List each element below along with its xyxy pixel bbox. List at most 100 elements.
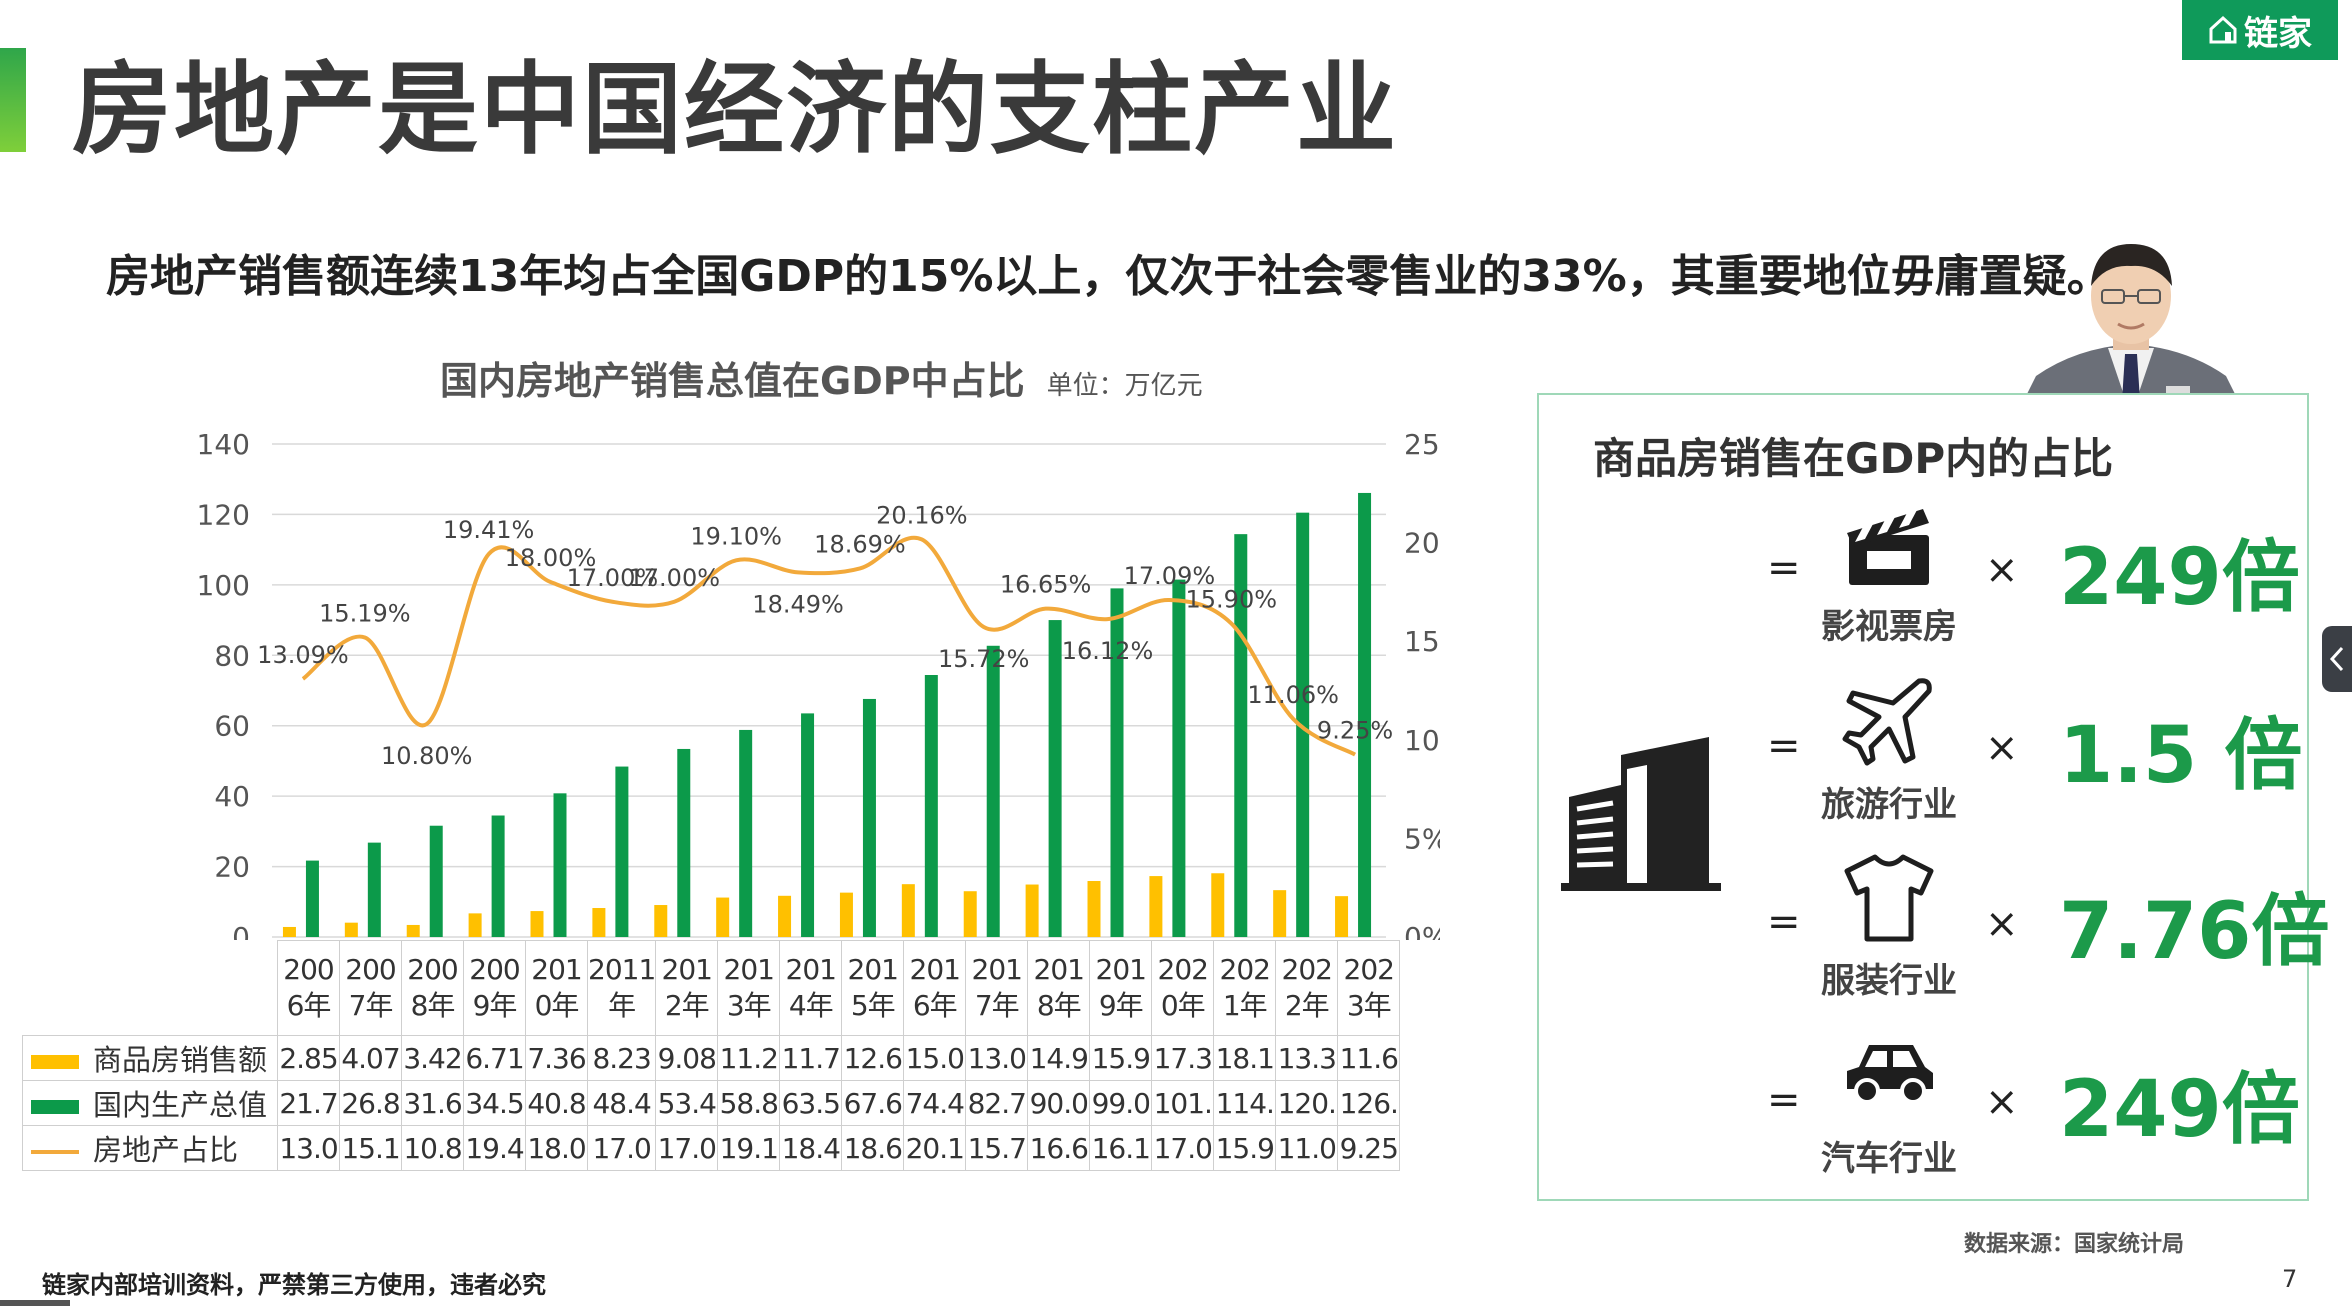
multiplier-apparel: 7.76倍 xyxy=(2059,887,2330,977)
bar-sales xyxy=(344,922,358,937)
table-cell: 99.0 xyxy=(1089,1080,1153,1126)
table-cell: 8.23 xyxy=(586,1035,657,1081)
data-source: 数据来源：国家统计局 xyxy=(1964,1232,2185,1257)
table-corner xyxy=(23,941,278,1036)
legend-label: 房地产占比 xyxy=(93,1133,239,1167)
table-cell: 67.6 xyxy=(841,1080,905,1126)
chart-axis-ticks: 0 20 40 60 80 100 120 140 0% 5% 10% 15% 20% 25% xyxy=(197,428,1440,940)
category-label: 201 0年 xyxy=(525,940,588,1036)
bar-gdp xyxy=(1296,512,1310,937)
building-icon xyxy=(1561,737,1721,891)
category-label: 201 7年 xyxy=(965,940,1029,1036)
table-cell: 10.8 xyxy=(401,1125,464,1171)
bar-gdp xyxy=(367,842,381,937)
table-cell: 82.7 xyxy=(965,1080,1029,1126)
y-tick-label: 120 xyxy=(197,498,250,531)
line-data-label: 9.25% xyxy=(1317,717,1393,745)
category-label: 200 6年 xyxy=(277,940,340,1036)
table-cell: 34.5 xyxy=(463,1080,526,1126)
bar-sales xyxy=(530,911,544,937)
tshirt-icon xyxy=(1844,854,1934,942)
times-sign: × xyxy=(1985,725,2019,771)
table-cell: 53.4 xyxy=(655,1080,719,1126)
times-sign: × xyxy=(1985,547,2019,593)
table-cell: 14.9 xyxy=(1027,1035,1091,1081)
bar-sales xyxy=(406,924,420,937)
table-cell: 114. xyxy=(1213,1080,1277,1126)
table-cell: 16.6 xyxy=(1027,1125,1091,1171)
table-cell: 19.4 xyxy=(463,1125,526,1171)
airplane-icon xyxy=(1842,678,1932,766)
line-data-label: 16.12% xyxy=(1062,637,1154,665)
category-label: 201 6年 xyxy=(903,940,967,1036)
table-cell: 12.6 xyxy=(841,1035,905,1081)
panel-title: 商品房销售在GDP内的占比 xyxy=(1593,434,2114,483)
subtitle: 房地产销售额连续13年均占全国GDP的15%以上，仅次于社会零售业的33%，其重… xyxy=(106,251,2111,302)
ratio-panel: 商品房销售在GDP内的占比 = 影视票房 × 249倍 = 旅游行业 × 1.5… xyxy=(1537,393,2329,1201)
table-cell: 11.6 xyxy=(1337,1035,1401,1081)
clapperboard-icon xyxy=(1847,509,1929,585)
ratio-row-apparel: = 服装行业 × 7.76倍 xyxy=(1539,849,2329,1019)
bar-sales xyxy=(716,897,730,937)
chart-gridlines xyxy=(272,443,1386,938)
item-label-apparel: 服装行业 xyxy=(1821,961,1957,1001)
series-line-ratio xyxy=(301,535,1357,757)
ratio-row-auto: = 汽车行业 × 249倍 xyxy=(1539,1027,2311,1197)
confidential-notice: 链家内部培训资料，严禁第三方使用，违者必究 xyxy=(42,1271,546,1299)
y2-tick-label: 20% xyxy=(1404,527,1440,560)
bar-sales xyxy=(592,908,606,937)
times-sign: × xyxy=(1985,1079,2019,1125)
table-cell: 18.6 xyxy=(841,1125,905,1171)
table-cell: 15.9 xyxy=(1213,1125,1277,1171)
item-label-tourism: 旅游行业 xyxy=(1821,785,1957,825)
y2-tick-label: 15% xyxy=(1404,625,1440,658)
line-data-label: 10.80% xyxy=(381,742,473,770)
table-cell: 15.7 xyxy=(965,1125,1029,1171)
y-tick-label: 80 xyxy=(214,639,250,672)
category-label: 200 7年 xyxy=(339,940,402,1036)
times-sign: × xyxy=(1985,901,2019,947)
collapse-panel-tab[interactable] xyxy=(2322,626,2352,692)
bar-sales xyxy=(1149,876,1163,937)
legend-label: 国内生产总值 xyxy=(93,1088,268,1122)
y2-tick-label: 10% xyxy=(1404,724,1440,757)
bar-sales xyxy=(963,891,977,937)
table-cell: 11.0 xyxy=(1275,1125,1339,1171)
chart-bars xyxy=(282,492,1372,937)
y-tick-label: 60 xyxy=(214,710,250,743)
legend-entry: 商品房销售额 xyxy=(22,1035,278,1081)
gdp-sales-chart: 13.09%15.19%10.80%19.41%18.00%17.00%17.0… xyxy=(197,428,1440,940)
category-label: 200 8年 xyxy=(401,940,464,1036)
table-cell: 63.5 xyxy=(779,1080,843,1126)
multiplier-auto: 249倍 xyxy=(2059,1065,2300,1155)
table-cell: 6.71 xyxy=(463,1035,526,1081)
table-cell: 15.9 xyxy=(1089,1035,1153,1081)
page-number: 7 xyxy=(2282,1265,2298,1293)
bar-gdp xyxy=(1110,588,1124,937)
table-cell: 19.1 xyxy=(717,1125,781,1171)
line-data-label: 17.09% xyxy=(1124,562,1216,590)
lianjia-logo: 链家 xyxy=(2182,0,2338,60)
bar-sales xyxy=(1087,881,1101,937)
table-cell: 13.0 xyxy=(965,1035,1029,1081)
line-data-label: 19.10% xyxy=(690,522,782,550)
table-cell: 11.7 xyxy=(779,1035,843,1081)
line-data-label: 16.65% xyxy=(1000,571,1092,599)
table-cell: 120. xyxy=(1275,1080,1339,1126)
bar-gdp xyxy=(1048,620,1062,937)
table-cell: 17.0 xyxy=(1151,1125,1215,1171)
item-label-film: 影视票房 xyxy=(1821,607,1957,647)
bar-gdp xyxy=(553,793,567,937)
category-label: 201 5年 xyxy=(841,940,905,1036)
bar-gdp xyxy=(615,766,629,937)
chart-line xyxy=(301,535,1357,757)
bar-gdp xyxy=(491,815,505,937)
logo-text: 链家 xyxy=(2244,13,2312,54)
equals-sign: = xyxy=(1767,1077,1801,1123)
category-label: 201 3年 xyxy=(717,940,781,1036)
table-cell: 58.8 xyxy=(717,1080,781,1126)
table-cell: 40.8 xyxy=(525,1080,588,1126)
bar-sales xyxy=(901,884,915,937)
legend-label: 商品房销售额 xyxy=(93,1043,268,1077)
category-label: 2011 年 xyxy=(586,940,657,1036)
